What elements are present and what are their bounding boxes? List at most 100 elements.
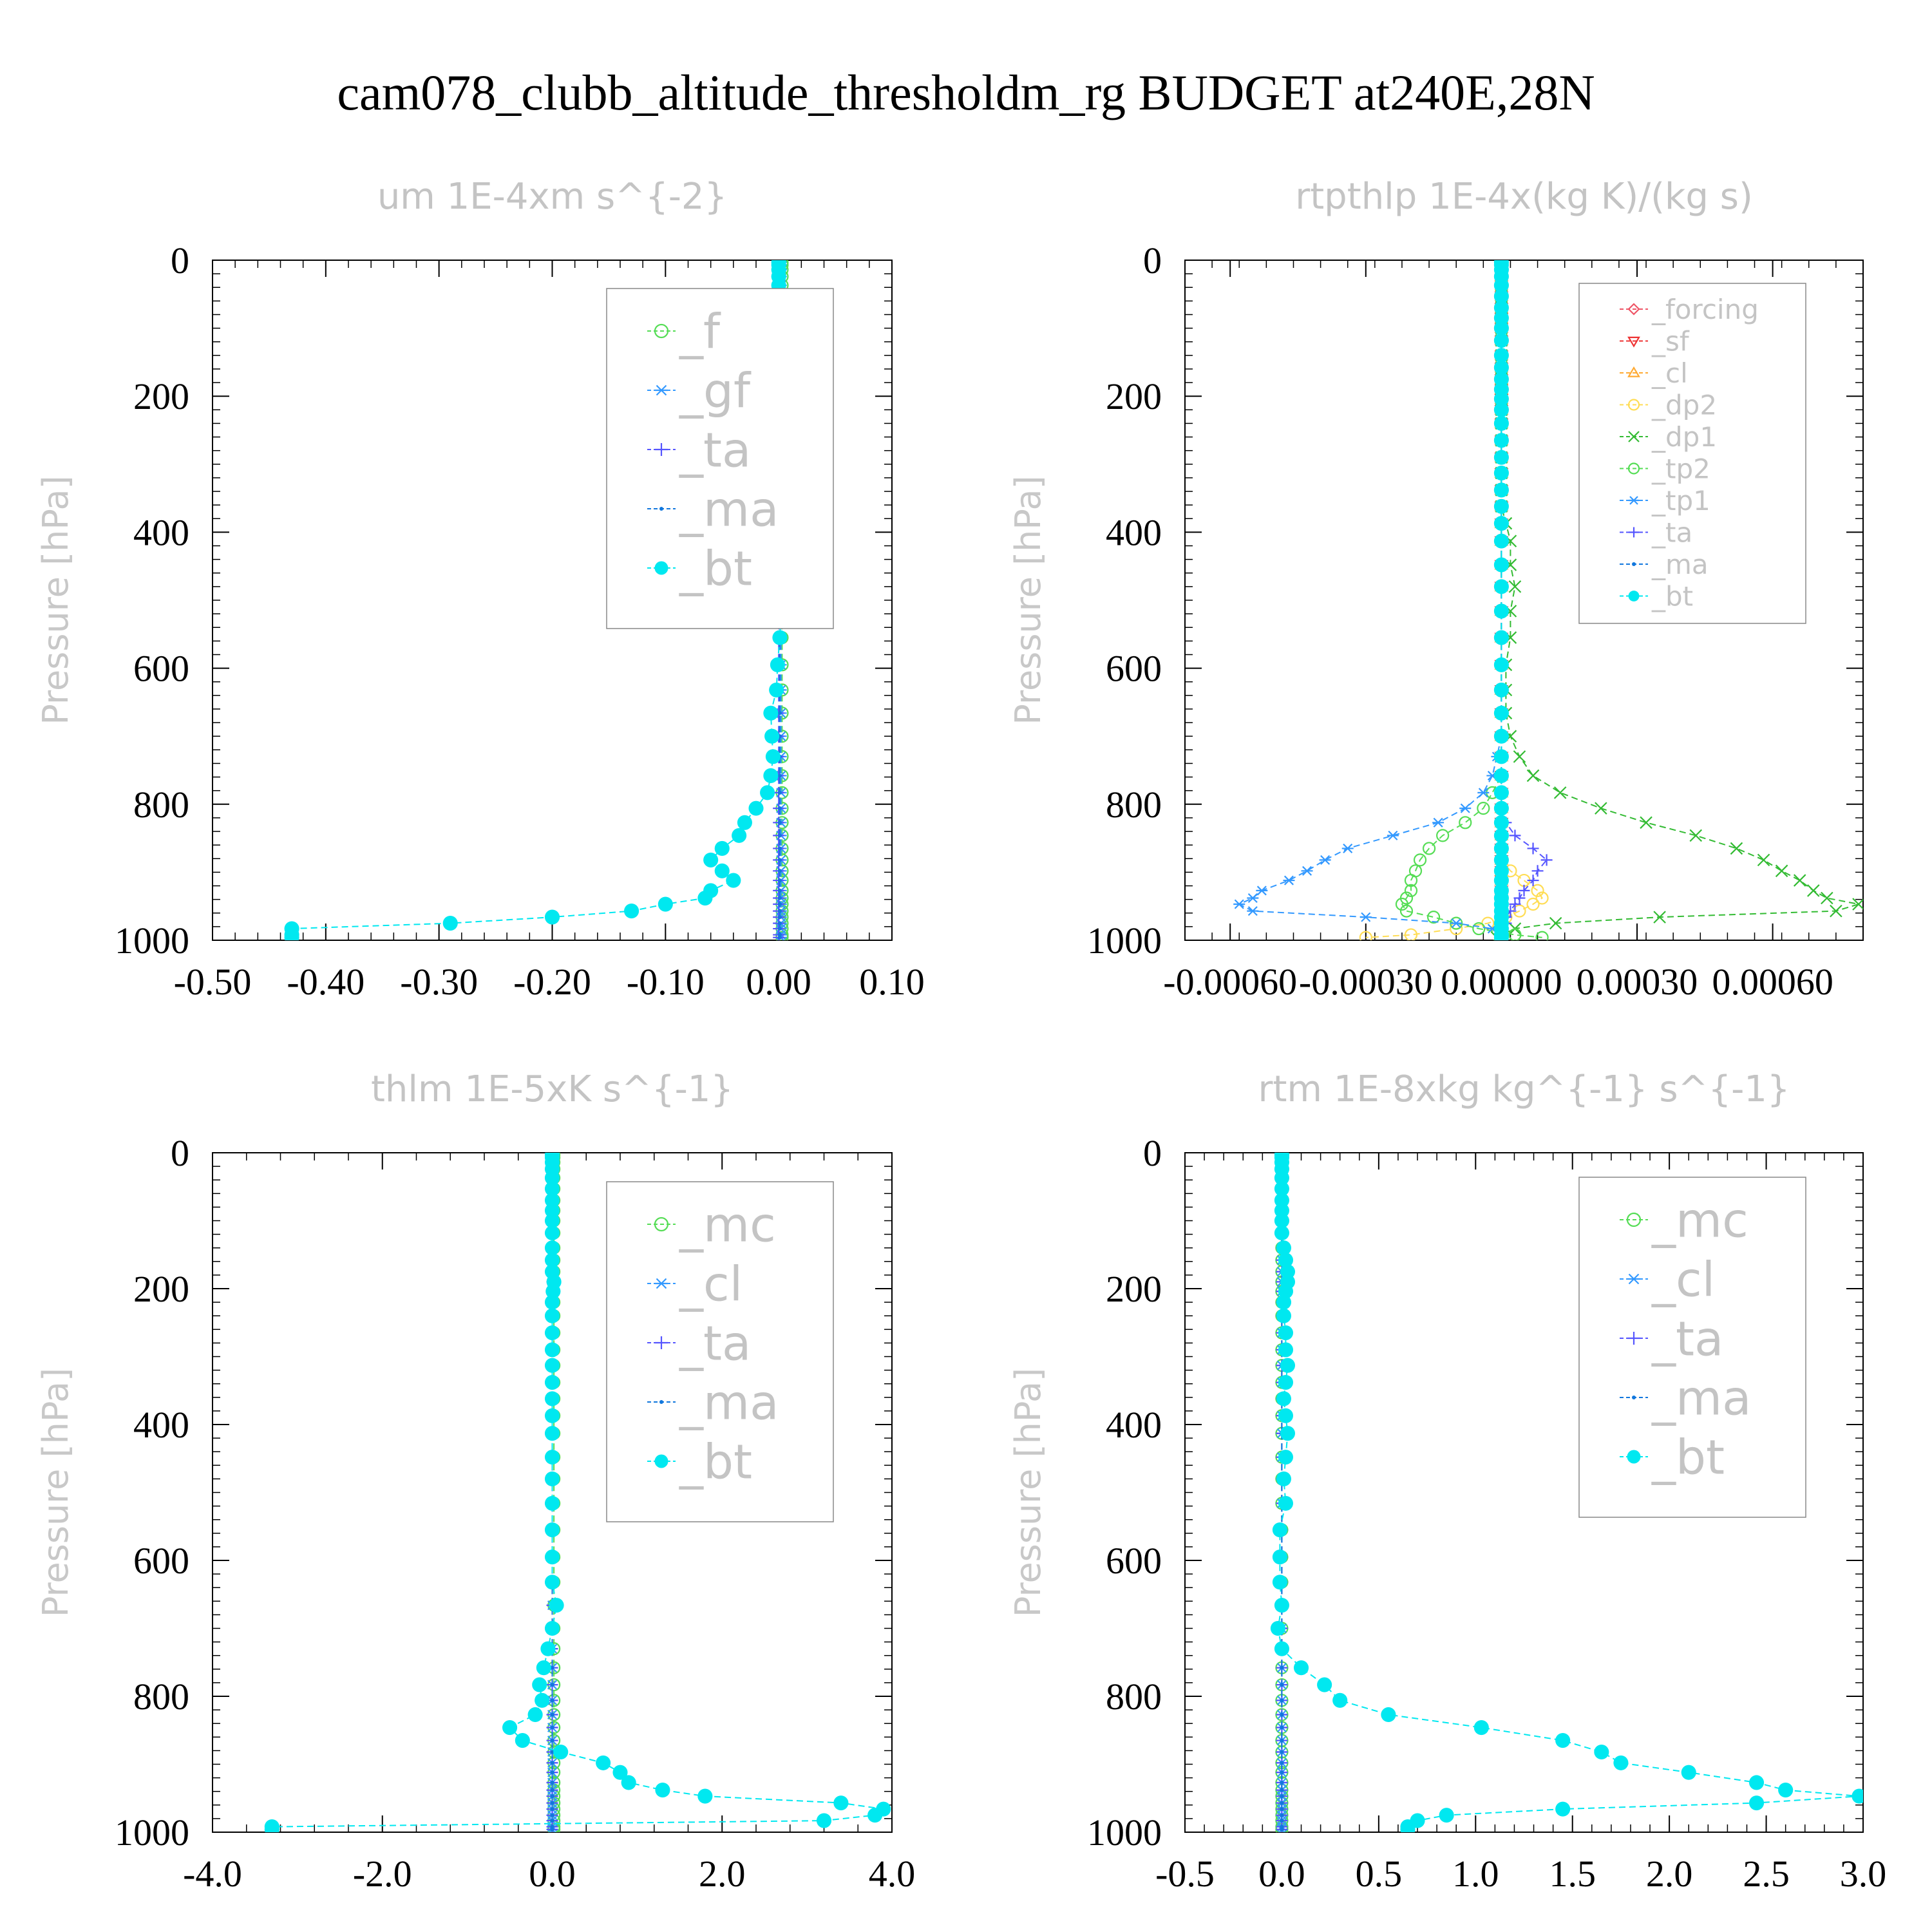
legend: _forcing_sf_cl_dp2_dp1_tp2_tp1_ta_ma_bt [1578, 283, 1806, 624]
data-point [1274, 1598, 1289, 1613]
legend-box [1578, 1177, 1806, 1518]
data-point [1531, 884, 1544, 898]
data-point [714, 863, 730, 878]
y-tick-label: 600 [133, 1540, 189, 1582]
x-tick-label: -4.0 [183, 1853, 242, 1895]
data-point [1595, 802, 1607, 815]
data-point [1493, 840, 1509, 856]
data-point [544, 1358, 560, 1373]
data-point [1748, 1775, 1765, 1790]
data-point [1793, 874, 1806, 887]
data-point [1317, 1677, 1332, 1692]
y-tick-label: 600 [1106, 648, 1162, 690]
legend-marker [655, 384, 668, 396]
data-point [777, 790, 782, 795]
chart-panel: thlm 1E-5xK s^{-1} Pressure [hPa] 0 200 400 6… [35, 1068, 915, 1895]
x-tick-label: -0.30 [400, 961, 478, 1003]
data-point [550, 1813, 554, 1817]
legend-marker [659, 1400, 663, 1404]
legend-label: _ta [679, 1316, 751, 1372]
data-point [1493, 873, 1509, 888]
legend-marker [1627, 462, 1640, 475]
data-point [550, 1780, 554, 1785]
data-point [1526, 897, 1540, 911]
data-point [1276, 1471, 1291, 1486]
data-point [1276, 1391, 1291, 1406]
legend-box [606, 288, 834, 629]
data-point [1493, 657, 1509, 672]
data-point [1493, 930, 1509, 940]
data-point [1274, 1213, 1289, 1229]
legend-marker [1627, 1450, 1641, 1464]
data-point [1280, 1770, 1284, 1775]
y-tick-label: 200 [133, 1268, 189, 1310]
data-point [544, 1391, 560, 1406]
data-point [777, 927, 782, 931]
x-tick-label: -0.40 [287, 961, 365, 1003]
x-tick-label: 3.0 [1840, 1853, 1887, 1895]
legend-marker [1632, 1396, 1636, 1399]
data-point [1493, 768, 1509, 783]
y-axis-label: Pressure [hPa] [1008, 1368, 1048, 1617]
legend-marker [659, 507, 663, 511]
data-point [777, 896, 782, 900]
x-tick-label: -0.50 [174, 961, 252, 1003]
data-point [777, 773, 782, 778]
data-point [1272, 1549, 1287, 1565]
data-point [1852, 898, 1863, 911]
data-point [1852, 1788, 1863, 1804]
data-point [1280, 1264, 1296, 1280]
data-point [1280, 1807, 1284, 1812]
data-point [1493, 333, 1509, 348]
data-point [1613, 1755, 1629, 1770]
data-point [544, 1170, 560, 1186]
y-tick-label: 1000 [115, 1812, 189, 1853]
data-point [816, 1813, 832, 1828]
legend-label: _f [679, 305, 721, 360]
data-point [1493, 278, 1509, 293]
data-point [714, 840, 730, 856]
data-point [1493, 321, 1509, 336]
data-point [1493, 749, 1509, 764]
data-point [1247, 893, 1259, 904]
data-point [867, 1808, 883, 1823]
data-point [1280, 1813, 1284, 1817]
legend-marker [655, 1278, 668, 1289]
data-point [1493, 579, 1509, 594]
data-point [1493, 800, 1509, 816]
data-point [1427, 910, 1441, 924]
data-point [1256, 886, 1268, 896]
data-point [1477, 802, 1490, 815]
data-point [777, 858, 782, 862]
y-tick-label: 1000 [1087, 920, 1162, 961]
y-tick-label: 600 [1106, 1540, 1162, 1582]
data-point [1730, 842, 1743, 855]
x-tick-label: -2.0 [353, 1853, 412, 1895]
y-tick-label: 400 [133, 511, 189, 553]
legend-marker [1629, 496, 1639, 505]
data-point [1280, 1426, 1296, 1441]
legend-marker [654, 323, 669, 339]
data-point [544, 1308, 560, 1323]
data-point [1493, 482, 1509, 498]
data-point [1493, 815, 1509, 830]
data-point [1278, 1375, 1293, 1390]
x-tick-label: 0.10 [859, 961, 925, 1003]
legend-label: _cl [1651, 357, 1688, 389]
data-point [1493, 415, 1509, 431]
y-tick-label: 800 [133, 1676, 189, 1718]
x-tick-label: 0.5 [1356, 1853, 1403, 1895]
legend-marker [1627, 1273, 1640, 1285]
data-point [540, 1641, 556, 1656]
data-point [532, 1677, 547, 1692]
data-point [550, 1698, 554, 1703]
data-point [1278, 1450, 1293, 1465]
legend-box [606, 1181, 834, 1522]
data-point [1280, 1794, 1284, 1799]
data-point [1274, 1170, 1289, 1186]
data-point [544, 1549, 560, 1565]
data-point [544, 1294, 560, 1310]
data-point [1509, 829, 1521, 842]
data-point [1775, 864, 1788, 878]
data-point [1748, 1795, 1765, 1811]
